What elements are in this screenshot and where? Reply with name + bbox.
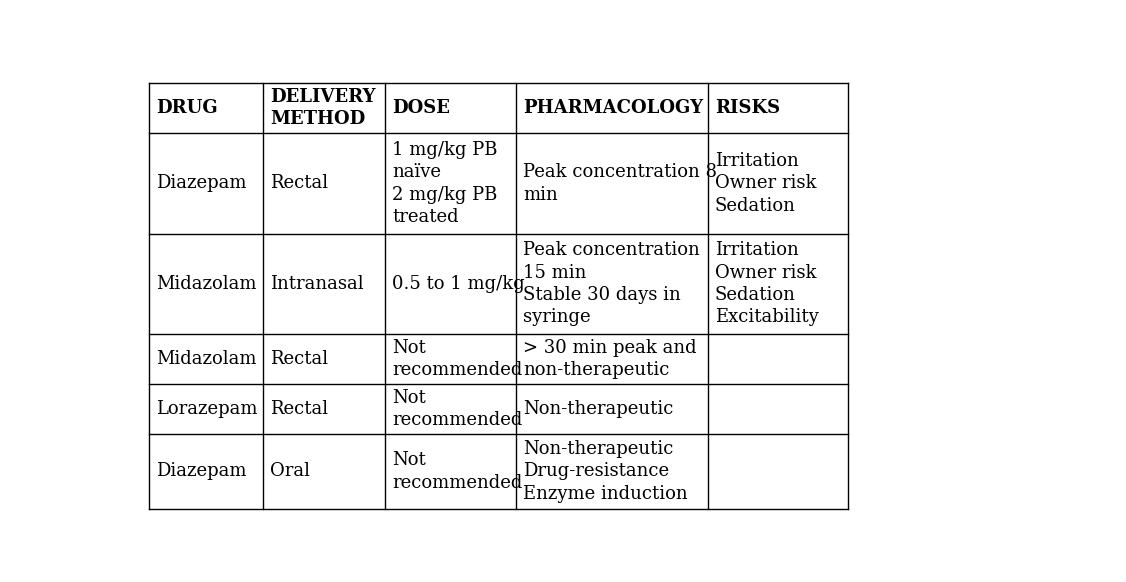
Text: Peak concentration 8
min: Peak concentration 8 min bbox=[522, 164, 717, 204]
Text: Not
recommended: Not recommended bbox=[392, 339, 522, 379]
Text: Not
recommended: Not recommended bbox=[392, 452, 522, 492]
Text: Not
recommended: Not recommended bbox=[392, 389, 522, 429]
Text: Irritation
Owner risk
Sedation
Excitability: Irritation Owner risk Sedation Excitabil… bbox=[715, 242, 819, 326]
Text: DOSE: DOSE bbox=[392, 100, 450, 118]
Text: Non-therapeutic: Non-therapeutic bbox=[522, 400, 673, 418]
Text: Peak concentration
15 min
Stable 30 days in
syringe: Peak concentration 15 min Stable 30 days… bbox=[522, 242, 699, 326]
Text: PHARMACOLOGY: PHARMACOLOGY bbox=[522, 100, 703, 118]
Text: Lorazepam: Lorazepam bbox=[157, 400, 258, 418]
Text: Midazolam: Midazolam bbox=[157, 275, 257, 293]
Text: Oral: Oral bbox=[270, 463, 310, 481]
Text: Rectal: Rectal bbox=[270, 400, 328, 418]
Text: Diazepam: Diazepam bbox=[157, 175, 247, 193]
Text: Intranasal: Intranasal bbox=[270, 275, 364, 293]
Text: Irritation
Owner risk
Sedation: Irritation Owner risk Sedation bbox=[715, 152, 816, 215]
Text: 1 mg/kg PB
naïve
2 mg/kg PB
treated: 1 mg/kg PB naïve 2 mg/kg PB treated bbox=[392, 141, 498, 226]
Text: Rectal: Rectal bbox=[270, 175, 328, 193]
Text: Non-therapeutic
Drug-resistance
Enzyme induction: Non-therapeutic Drug-resistance Enzyme i… bbox=[522, 440, 688, 503]
Text: 0.5 to 1 mg/kg: 0.5 to 1 mg/kg bbox=[392, 275, 525, 293]
Text: Diazepam: Diazepam bbox=[157, 463, 247, 481]
Text: RISKS: RISKS bbox=[715, 100, 780, 118]
Text: Midazolam: Midazolam bbox=[157, 350, 257, 368]
Text: DRUG: DRUG bbox=[157, 100, 218, 118]
Text: > 30 min peak and
non-therapeutic: > 30 min peak and non-therapeutic bbox=[522, 339, 697, 379]
Text: DELIVERY
METHOD: DELIVERY METHOD bbox=[270, 88, 375, 129]
Text: Rectal: Rectal bbox=[270, 350, 328, 368]
